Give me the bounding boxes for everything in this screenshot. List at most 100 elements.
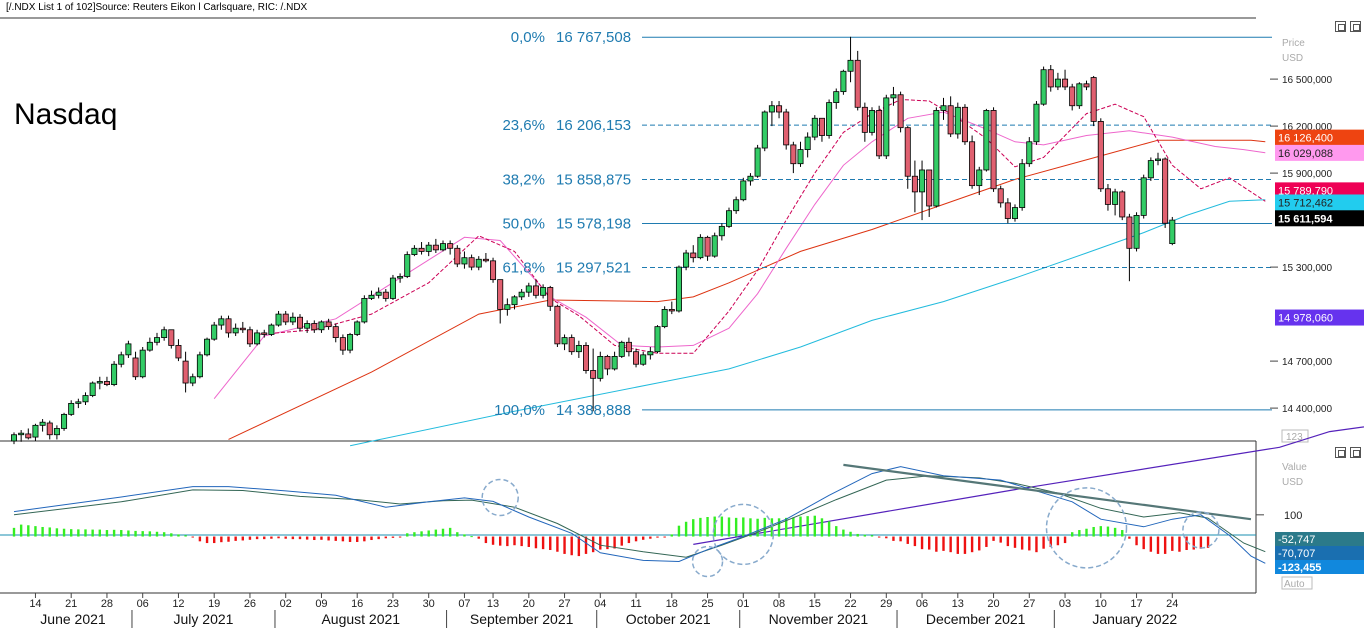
day-tick-label: 30 [423, 598, 435, 610]
histogram-bar-positive [677, 525, 681, 537]
histogram-bar-negative [1142, 536, 1145, 550]
histogram-bar-negative [541, 536, 545, 550]
candle-up [96, 381, 103, 384]
histogram-bar-positive [863, 534, 867, 537]
fib-value-label: 15 578,198 [556, 216, 631, 233]
price-label-box [1275, 309, 1364, 326]
circle-marker [691, 545, 724, 578]
day-tick-label: 09 [315, 598, 327, 610]
histogram-bar-positive [777, 518, 781, 537]
candle-down [904, 127, 911, 177]
histogram-bar-negative [642, 536, 645, 540]
ema50-line [228, 139, 1266, 440]
histogram-bar-negative [978, 536, 981, 551]
candle-up [940, 105, 947, 111]
histogram-bar-negative [291, 536, 295, 540]
candle-down [239, 327, 246, 331]
histogram-bar-positive [413, 532, 416, 537]
candle-up [811, 117, 818, 138]
price-panel-window-icon[interactable] [1335, 21, 1346, 32]
histogram-bar-positive [713, 516, 716, 537]
histogram-bar-negative [942, 536, 945, 551]
candle-up [232, 327, 239, 334]
histogram-bar-negative [220, 536, 223, 543]
histogram-bar-positive [856, 533, 859, 537]
day-tick-label: 04 [594, 598, 606, 610]
candle-down [625, 341, 632, 353]
candle-up [275, 313, 282, 326]
candle-down [1162, 158, 1169, 224]
candle-up [368, 294, 375, 299]
histogram-bar-negative [577, 536, 581, 557]
histogram-bar-negative [877, 536, 881, 538]
histogram-bar-negative [298, 536, 302, 540]
candle-up [189, 376, 196, 384]
candle-up [10, 434, 17, 442]
histogram-bar-negative [663, 536, 666, 538]
day-tick-label: 14 [29, 598, 41, 610]
auto-button-box[interactable] [1281, 576, 1313, 590]
histogram-bar-negative [913, 536, 917, 547]
price-tick-label: 14 400,000 [1282, 404, 1332, 415]
day-tick-label: 02 [280, 598, 292, 610]
candle-down [776, 105, 783, 113]
candle-down [911, 175, 918, 193]
candle-up [425, 244, 432, 252]
price-tick-label: 15 300,000 [1282, 263, 1332, 274]
histogram-bar-positive [170, 533, 173, 537]
candle-up [1033, 103, 1040, 143]
histogram-bar-positive [849, 531, 852, 537]
histogram-bar-positive [27, 525, 30, 537]
histogram-bar-positive [441, 528, 445, 537]
histogram-bar-positive [162, 532, 166, 537]
candle-up [890, 94, 897, 99]
month-label: September 2021 [470, 611, 574, 627]
histogram-bar-negative [599, 536, 602, 550]
histogram-bar-positive [41, 526, 44, 537]
candle-down [590, 370, 597, 379]
candle-up [146, 341, 153, 351]
circle-marker [1182, 511, 1220, 549]
day-tick-label: 26 [244, 598, 256, 610]
candle-down [532, 285, 539, 296]
candle-down [282, 313, 289, 323]
indicator-panel-close-icon[interactable] [1350, 447, 1361, 458]
candle-down [1090, 77, 1097, 122]
histogram-bar-positive [1106, 526, 1110, 537]
day-tick-label: 06 [137, 598, 149, 610]
histogram-bar-negative [606, 536, 609, 550]
candle-up [196, 354, 203, 378]
macd-histogram [12, 515, 1210, 557]
histogram-bar-positive [842, 529, 845, 537]
histogram-bar-negative [398, 536, 402, 538]
fib-level-label: 0,0% [511, 29, 545, 46]
fib-level-label: 50,0% [502, 216, 545, 233]
histogram-bar-negative [198, 536, 202, 542]
histogram-bar-negative [656, 536, 659, 538]
price-panel-close-icon[interactable] [1350, 21, 1361, 32]
histogram-bar-negative [477, 536, 480, 539]
candle-down [1104, 188, 1111, 205]
indicator-panel-window-icon[interactable] [1335, 447, 1346, 458]
day-tick-label: 28 [101, 598, 113, 610]
price-tick-label: 15 900,000 [1282, 169, 1332, 180]
chart-title: Nasdaq [14, 98, 118, 131]
histogram-bar-negative [227, 536, 230, 542]
indicator-value-label: -52,747 [1278, 534, 1315, 546]
candle-up [561, 337, 568, 345]
candle-down [1083, 83, 1090, 88]
histogram-bar-negative [1199, 536, 1203, 549]
fib-level-label: 23,6% [502, 117, 545, 134]
candle-up [397, 276, 404, 279]
histogram-bar-negative [1192, 536, 1195, 550]
histogram-bar-negative [963, 536, 967, 554]
candle-up [1147, 160, 1154, 179]
price-label: 15 789,790 [1278, 185, 1333, 197]
indicator-value-box [1275, 560, 1364, 574]
day-tick-label: 16 [351, 598, 363, 610]
candle-up [733, 199, 740, 212]
time-axis: 14 21 28 06 12 19 26 02 09 16 23 30 07 13 20 27 04 11 18 25… [29, 593, 1178, 628]
candle-up [718, 225, 725, 237]
histogram-bar-negative [1006, 536, 1010, 547]
